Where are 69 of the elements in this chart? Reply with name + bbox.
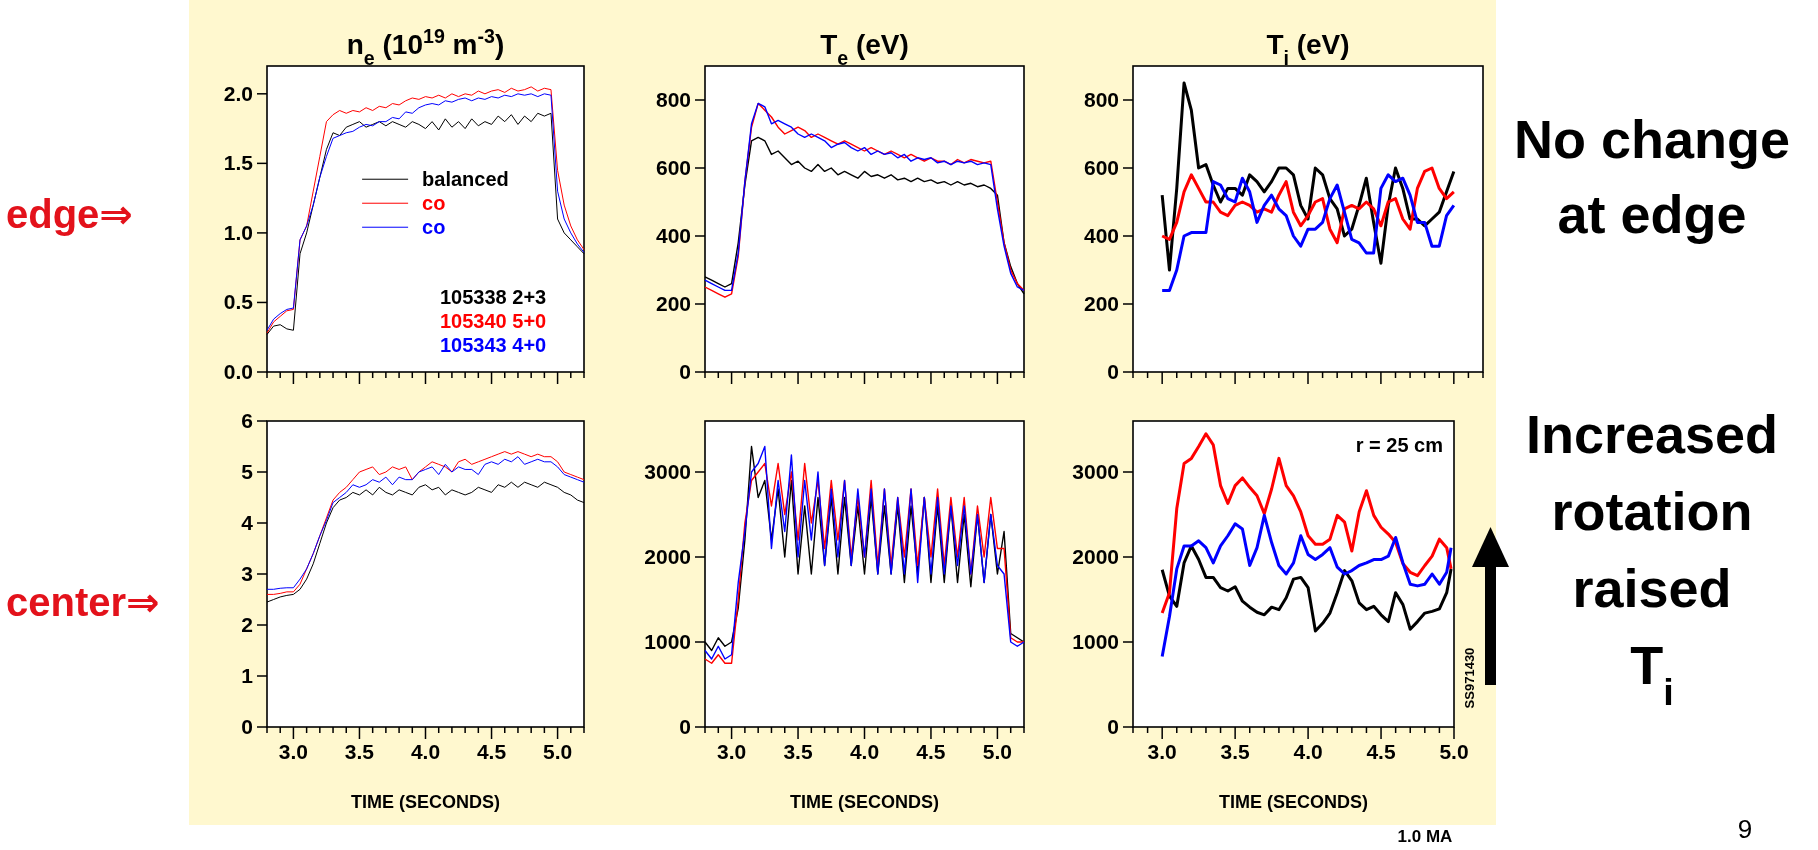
- x-axis-title: TIME (SECONDS): [350, 792, 501, 812]
- line-series: [1160, 513, 1453, 658]
- y-tick-label: 0: [1107, 715, 1119, 738]
- text: SS971430: [1462, 647, 1477, 709]
- legend-label: co: [422, 216, 446, 239]
- x-tick-label: 4.0: [849, 740, 880, 763]
- x-tick-label: 4.5: [916, 740, 946, 763]
- x-tick-label: 3.5: [344, 740, 375, 763]
- legend-label: balanced: [422, 168, 509, 191]
- y-tick-label: 2000: [644, 545, 691, 568]
- text: 9: [1737, 814, 1753, 844]
- y-tick-label: 400: [1083, 224, 1119, 247]
- x-tick-label: 3.0: [716, 740, 747, 763]
- y-tick-label: 0.0: [223, 360, 253, 383]
- x-tick-label: 3.0: [278, 740, 309, 763]
- y-tick-label: 2000: [1072, 545, 1119, 568]
- y-tick-label: 0: [679, 715, 691, 738]
- y-tick-label: 1: [241, 664, 254, 687]
- line-series: [1160, 166, 1456, 245]
- x-tick-label: 3.5: [783, 740, 813, 763]
- y-tick-label: 200: [1083, 292, 1119, 315]
- x-tick-label: 5.0: [982, 740, 1013, 763]
- y-tick-label: 600: [1083, 156, 1119, 179]
- text: Increased rotation raised T$_{i}$: [1525, 404, 1779, 713]
- y-tick-label: 3000: [1072, 460, 1119, 483]
- x-axis-title: TIME (SECONDS): [1218, 792, 1369, 812]
- annotation: 105338 2+3: [440, 286, 547, 308]
- y-tick-label: 1000: [644, 630, 691, 653]
- text: edge⇒: [6, 192, 133, 236]
- y-tick-label: 4: [241, 511, 254, 534]
- y-tick-label: 1000: [1072, 630, 1119, 653]
- y-tick-label: 5: [241, 460, 254, 483]
- y-tick-label: 3: [241, 562, 253, 585]
- y-tick-label: 2: [241, 613, 253, 636]
- text: No change at edge: [1513, 109, 1791, 244]
- x-axis-title: TIME (SECONDS): [789, 792, 940, 812]
- line-series: [1160, 173, 1456, 292]
- y-tick-label: 600: [655, 156, 691, 179]
- text: 1.0 MA: [1397, 827, 1453, 846]
- y-tick-label: 0: [679, 360, 691, 383]
- x-tick-label: 4.0: [1293, 740, 1323, 763]
- y-tick-label: 400: [655, 224, 691, 247]
- y-tick-label: 0.5: [223, 290, 254, 314]
- annotation: 105340 5+0: [440, 310, 547, 332]
- annotation: 105343 4+0: [440, 334, 547, 356]
- y-tick-label: 6: [241, 409, 253, 432]
- y-tick-label: 1.0: [223, 220, 253, 244]
- x-tick-label: 3.5: [1220, 740, 1251, 763]
- y-tick-label: 2.0: [223, 81, 253, 105]
- y-tick-label: 800: [1083, 88, 1119, 111]
- y-tick-label: 1.5: [223, 151, 254, 175]
- line-series: [1160, 432, 1453, 615]
- y-tick-label: 0: [1107, 360, 1119, 383]
- chart-title: T$_{i}$ (eV): [1266, 29, 1350, 69]
- x-tick-label: 4.5: [476, 740, 507, 763]
- y-tick-label: 0: [241, 715, 253, 738]
- x-tick-label: 5.0: [542, 740, 573, 763]
- y-tick-label: 200: [655, 292, 691, 315]
- y-tick-label: 3000: [644, 460, 691, 483]
- chart-title: n$_{e}$ (10$^{19}$ m$^{-3}$): [346, 25, 505, 69]
- chart-title: T$_{e}$ (eV): [820, 29, 909, 69]
- legend-label: co: [422, 192, 446, 215]
- x-tick-label: 4.5: [1366, 740, 1396, 763]
- y-tick-label: 800: [655, 88, 691, 111]
- x-tick-label: 4.0: [410, 740, 441, 763]
- x-tick-label: 3.0: [1147, 740, 1177, 763]
- x-tick-label: 5.0: [1439, 740, 1469, 763]
- text: center⇒: [6, 580, 160, 624]
- annotation: r = 25 cm: [1355, 434, 1443, 456]
